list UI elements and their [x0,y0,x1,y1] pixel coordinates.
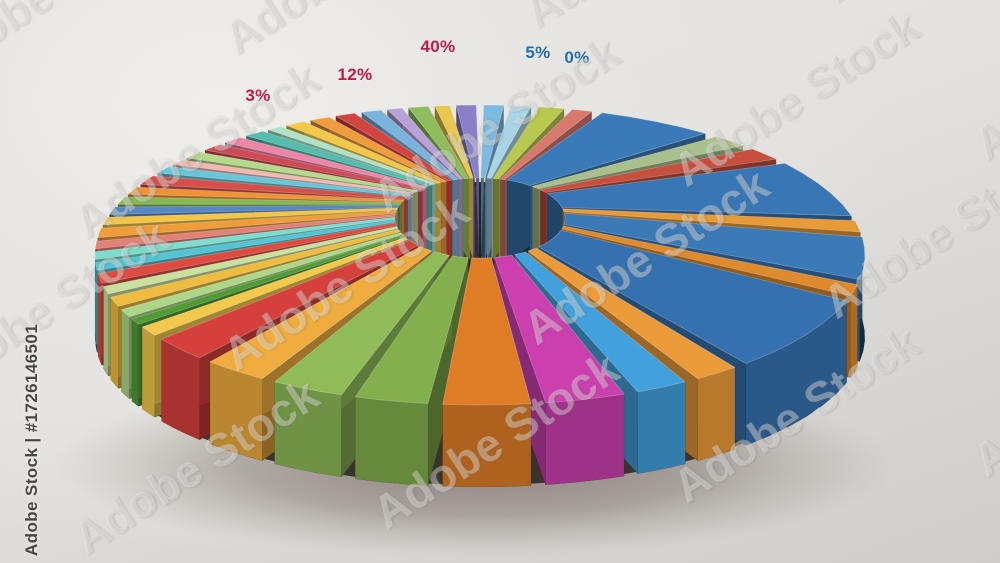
pie-slice [442,257,532,488]
pie-slice [354,255,469,486]
pie-slice [494,254,625,486]
